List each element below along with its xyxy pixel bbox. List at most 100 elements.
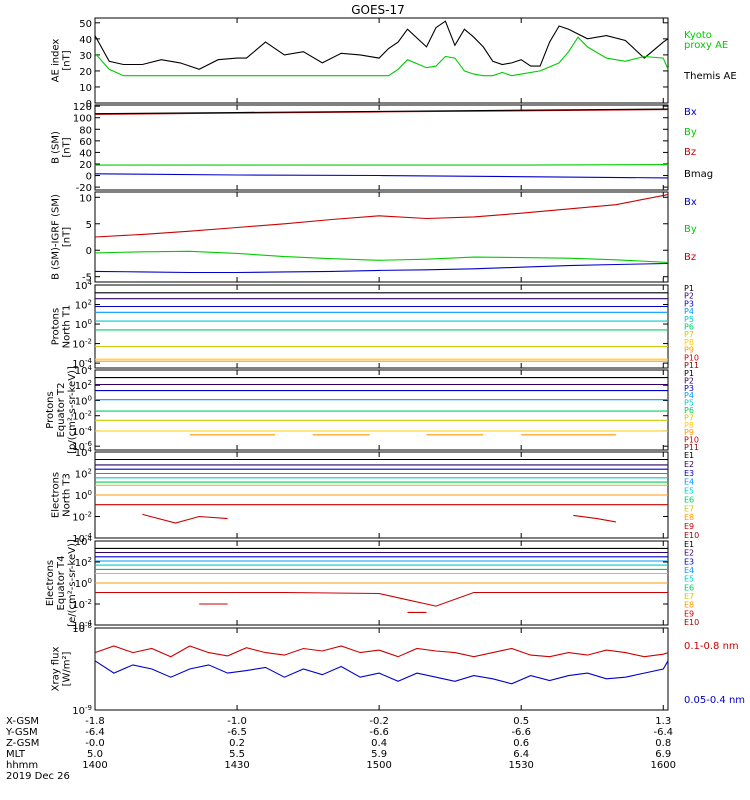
legend-entry: P11 xyxy=(684,361,699,370)
y-tick-label: 100 xyxy=(75,318,92,331)
panel-ylabel: B (SM)-IGRF (SM)[nT] xyxy=(51,194,73,280)
panel-ylabel-line: North T1 xyxy=(62,305,73,349)
legend-entry: E5 xyxy=(684,487,694,496)
x-row-value: 1530 xyxy=(508,760,533,771)
x-row-label: hhmm xyxy=(6,760,38,771)
y-tick-label: 30 xyxy=(79,51,92,62)
legend-entry: E6 xyxy=(684,495,694,504)
x-row-value: 6.9 xyxy=(655,749,671,760)
legend-entry: By xyxy=(684,224,697,235)
date-label: 2019 Dec 26 xyxy=(6,771,70,782)
series-by xyxy=(95,164,669,166)
legend-entry: Themis AE xyxy=(683,71,737,82)
panel-ylabel: ProtonsEquator T2[p/(cm²-s-sr-keV)] xyxy=(45,366,78,454)
legend-entry: P4 xyxy=(684,391,694,400)
legend-entry: E1 xyxy=(684,540,694,549)
panel-ylabel: ProtonsNorth T1 xyxy=(51,305,73,349)
x-row-value: 6.4 xyxy=(513,749,529,760)
legend-entry: P9 xyxy=(684,346,694,355)
x-row-value: -1.0 xyxy=(227,716,247,727)
x-row-value: -6.6 xyxy=(511,727,531,738)
x-row-value: 0.8 xyxy=(655,738,671,749)
legend-entry: P5 xyxy=(684,399,694,408)
series-kyoto-proxy-ae xyxy=(94,36,669,77)
panel-frame xyxy=(94,17,669,104)
legend-entry: P5 xyxy=(684,315,694,324)
x-row-label: Z-GSM xyxy=(6,738,39,749)
x-row-value: 0.4 xyxy=(371,738,387,749)
legend-entry: 0.05-0.4 nm xyxy=(684,695,745,706)
panel-ylabel-line: [e/(cm²-s-sr-keV)] xyxy=(67,539,78,627)
x-row-value: -6.4 xyxy=(654,727,674,738)
panel-ylabel-line: Protons xyxy=(45,391,56,428)
legend-entry: Kyoto xyxy=(684,30,712,41)
series-0-1-0-8-nm xyxy=(94,645,669,658)
legend-entry: P6 xyxy=(684,323,694,332)
x-row-value: 0.6 xyxy=(513,738,529,749)
panel-ylabel: AE index[nT] xyxy=(51,39,73,83)
legend-entry: E3 xyxy=(684,557,694,566)
y-tick-label: 120 xyxy=(73,102,92,113)
legend-entry: P2 xyxy=(684,376,694,385)
panel-ylabel-line: Equator T2 xyxy=(56,383,67,438)
x-row-value: 0.5 xyxy=(513,716,529,727)
panel-ylabel-line: [p/(cm²-s-sr-keV)] xyxy=(67,366,78,454)
panel-frame xyxy=(94,191,669,283)
panel-ylabel-line: Equator T4 xyxy=(56,556,67,611)
x-row-value: -1.8 xyxy=(85,716,105,727)
legend-entry: E5 xyxy=(684,575,694,584)
y-tick-label: 10-2 xyxy=(72,338,92,351)
legend-entry: E4 xyxy=(684,566,694,575)
series-bmag xyxy=(94,108,669,115)
x-row-value: 1500 xyxy=(366,760,391,771)
legend-entry: E10 xyxy=(684,531,699,540)
panel-frame xyxy=(94,284,669,369)
legend-entry: P10 xyxy=(684,353,699,362)
legend-entry: P1 xyxy=(684,284,694,293)
legend-entry: E9 xyxy=(684,522,694,531)
series-segment xyxy=(142,513,228,524)
legend-entry: P7 xyxy=(684,413,694,422)
panel-ylabel-line: Xray flux xyxy=(51,647,62,692)
x-row-value: 1430 xyxy=(224,760,249,771)
legend-entry: By xyxy=(684,127,697,138)
panel-ylabel-line: [nT] xyxy=(62,50,73,70)
legend-entry: Bx xyxy=(684,197,697,208)
legend-entry: E2 xyxy=(684,549,694,558)
y-tick-label: 40 xyxy=(79,148,92,159)
legend-entry: P4 xyxy=(684,307,694,316)
legend-entry: P10 xyxy=(684,436,699,445)
panel-frame xyxy=(94,104,669,191)
y-tick-label: 10-2 xyxy=(72,511,92,524)
y-tick-label: 104 xyxy=(75,446,93,459)
legend-entry: P7 xyxy=(684,330,694,339)
x-row-value: -0.2 xyxy=(369,716,389,727)
legend-entry: E9 xyxy=(684,609,694,618)
legend-entry: P3 xyxy=(684,384,694,393)
x-row-value: 5.9 xyxy=(371,749,387,760)
legend-entry: E10 xyxy=(684,618,699,627)
x-row-value: -6.6 xyxy=(369,727,389,738)
panel-ylabel-line: B (SM) xyxy=(51,131,62,164)
y-tick-label: 104 xyxy=(75,279,93,292)
y-tick-label: 10 xyxy=(79,193,92,204)
series-segment xyxy=(573,514,616,523)
panel-ylabel-line: Protons xyxy=(51,308,62,345)
legend-entry: Bz xyxy=(684,252,696,263)
legend-entry: E2 xyxy=(684,460,694,469)
legend-entry: P2 xyxy=(684,292,694,301)
x-axis-block: X-GSM -1.8 -1.0 -0.2 0.5 1.3 Y-GSM -6.4 -6.5 -6.6… xyxy=(5,716,676,782)
legend-entry: E8 xyxy=(684,513,694,522)
y-tick-label: 102 xyxy=(75,299,92,312)
y-tick-label: 50 xyxy=(79,19,92,30)
y-tick-label: 0 xyxy=(86,246,92,257)
legend-entry: E3 xyxy=(684,469,694,478)
legend-entry: 0.1-0.8 nm xyxy=(684,641,739,652)
x-row-value: -6.4 xyxy=(85,727,105,738)
x-row-value: 0.2 xyxy=(229,738,245,749)
legend-entry: P8 xyxy=(684,421,694,430)
